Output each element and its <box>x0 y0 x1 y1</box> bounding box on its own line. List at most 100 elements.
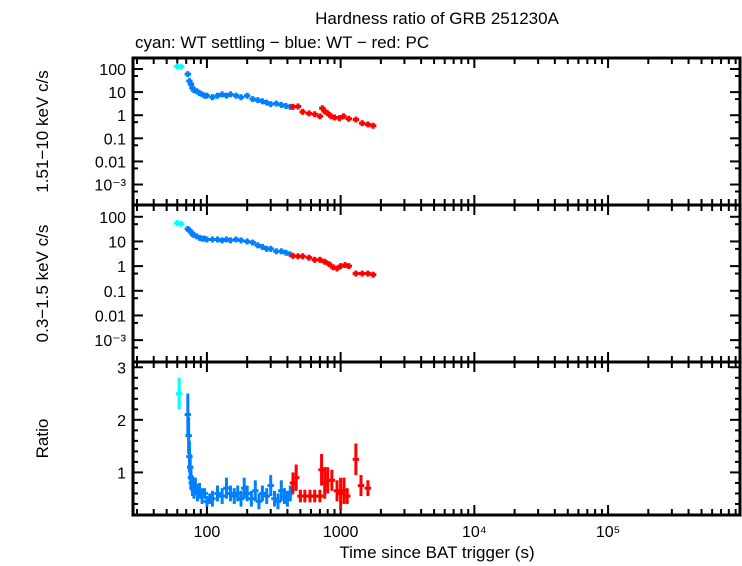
data-point <box>259 485 266 502</box>
y-tick-label: 10⁻³ <box>94 178 126 195</box>
data-point <box>177 220 185 227</box>
data-point <box>177 63 185 70</box>
data-point <box>263 99 270 106</box>
data-point <box>352 443 360 476</box>
data-point <box>227 91 234 98</box>
data-point <box>249 239 256 246</box>
y-tick-label: 100 <box>99 62 126 79</box>
data-point <box>328 469 336 491</box>
data-point <box>267 475 274 497</box>
data-point <box>237 237 245 244</box>
series-pc <box>289 443 372 510</box>
data-point <box>243 238 251 245</box>
data-point <box>352 116 360 123</box>
data-point <box>201 488 208 499</box>
series-wt_settling <box>174 220 185 227</box>
data-point <box>357 475 365 497</box>
y-axis-label: 1.51−10 keV c/s <box>33 70 52 192</box>
data-point <box>175 377 183 410</box>
data-point <box>316 113 324 120</box>
panel-0: 100 10 1 0.1 0.01 10⁻³ 1.51−10 keV c/s <box>33 56 742 207</box>
series-wt_settling <box>174 63 185 70</box>
series-wt <box>184 71 294 110</box>
series-wt_settling <box>175 377 183 410</box>
series-pc <box>289 103 377 129</box>
y-tick-label: 1 <box>117 259 126 276</box>
data-point <box>263 488 270 504</box>
data-point <box>316 489 324 503</box>
panel-frame <box>131 56 742 207</box>
data-point <box>187 81 195 88</box>
y-tick-label: 3 <box>117 360 126 377</box>
chart-subtitle: cyan: WT settling − blue: WT − red: PC <box>135 33 429 52</box>
data-point <box>358 270 366 277</box>
y-tick-label: 10 <box>108 85 126 102</box>
y-tick-label: 1 <box>117 465 126 482</box>
data-point <box>299 108 306 115</box>
data-point <box>305 110 313 117</box>
y-axis-label: 0.3−1.5 keV c/s <box>33 225 52 343</box>
x-tick-label: 100 <box>194 524 221 541</box>
data-point <box>311 111 318 118</box>
data-point <box>203 236 211 243</box>
data-point <box>358 120 366 127</box>
data-point <box>243 485 251 502</box>
data-point <box>364 480 372 497</box>
x-tick-label: 1000 <box>323 524 359 541</box>
y-tick-label: 0.1 <box>104 284 126 301</box>
data-point <box>340 113 347 120</box>
data-point <box>252 480 259 502</box>
data-point <box>316 256 324 263</box>
data-point <box>232 92 240 99</box>
data-point <box>209 490 216 507</box>
data-point <box>227 237 234 244</box>
x-axis-label: Time since BAT trigger (s) <box>339 543 534 562</box>
data-point <box>369 271 377 278</box>
data-point <box>209 94 216 101</box>
data-point <box>321 258 328 265</box>
y-tick-label: 100 <box>99 210 126 227</box>
data-point <box>352 270 360 277</box>
series-wt <box>184 225 294 258</box>
data-point <box>292 464 300 491</box>
y-tick-label: 1 <box>117 108 126 125</box>
data-point <box>203 92 211 99</box>
data-point <box>243 92 251 99</box>
y-tick-label: 10 <box>108 234 126 251</box>
chart-title: Hardness ratio of GRB 251230A <box>315 9 559 28</box>
data-point <box>227 485 234 502</box>
data-point <box>305 254 313 261</box>
panel-frame <box>131 360 742 517</box>
series-wt <box>184 393 294 510</box>
panel-2: 1 2 3 Ratio 100 1000 10⁴ 10⁵ <box>33 360 742 541</box>
data-point <box>369 122 377 129</box>
data-point <box>345 263 352 270</box>
data-point <box>343 488 351 504</box>
y-tick-label: 2 <box>117 413 126 430</box>
series-pc <box>289 252 377 278</box>
data-point <box>294 103 302 110</box>
data-point <box>214 485 221 502</box>
data-point <box>299 253 306 260</box>
data-point <box>267 101 274 108</box>
data-point <box>237 94 245 101</box>
x-tick-label: 10⁴ <box>462 524 487 541</box>
data-point <box>336 115 343 122</box>
data-point <box>345 115 352 122</box>
data-point <box>248 490 255 507</box>
y-tick-label: 0.1 <box>104 131 126 148</box>
x-tick-label: 10⁵ <box>596 524 620 541</box>
data-point <box>282 249 290 256</box>
panel-frame <box>131 203 742 364</box>
data-point <box>184 71 192 78</box>
data-point <box>223 477 230 499</box>
y-tick-label: 0.01 <box>95 308 126 325</box>
panel-1: 100 10 1 0.1 0.01 10⁻³ 0.3−1.5 keV c/s <box>33 203 742 364</box>
data-point <box>254 242 261 249</box>
y-tick-label: 0.01 <box>95 154 126 171</box>
data-point <box>259 243 266 250</box>
y-tick-label: 10⁻³ <box>94 333 126 350</box>
y-axis-label: Ratio <box>33 419 52 459</box>
data-point <box>218 488 226 504</box>
